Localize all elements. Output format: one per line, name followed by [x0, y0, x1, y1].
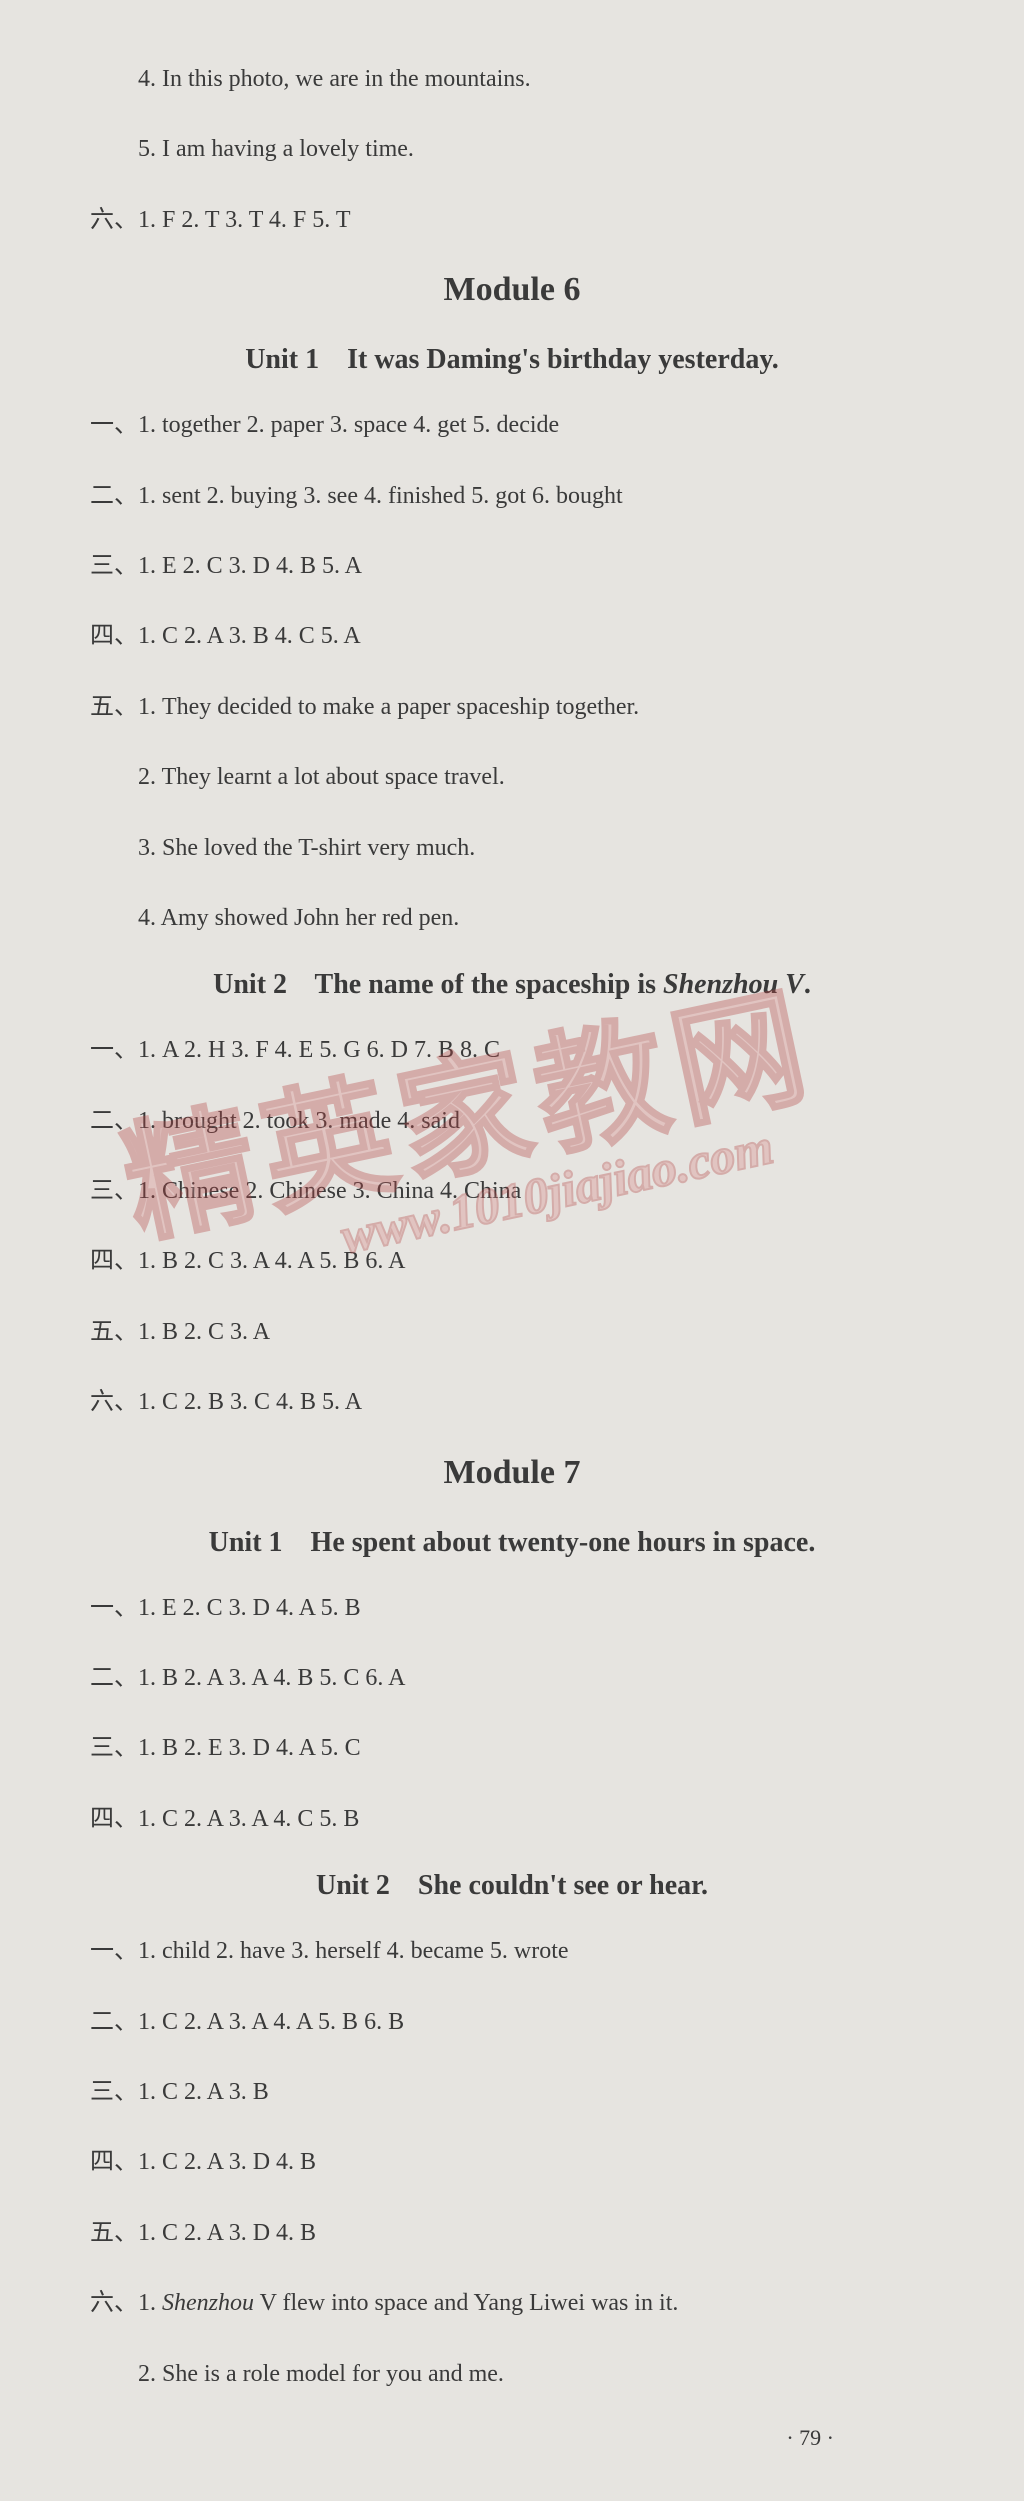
answer-line: 三、1. C 2. A 3. B	[90, 2073, 934, 2111]
answer-line: 三、1. E 2. C 3. D 4. B 5. A	[90, 547, 934, 585]
answer-line: 5. I am having a lovely time.	[90, 130, 934, 168]
answer-line: 3. She loved the T-shirt very much.	[90, 829, 934, 867]
answer-line: 一、1. E 2. C 3. D 4. A 5. B	[90, 1589, 934, 1627]
unit-prefix: Unit 2	[213, 969, 287, 1000]
answer-line: 4. In this photo, we are in the mountain…	[90, 60, 934, 98]
answer-line: 六、1. F 2. T 3. T 4. F 5. T	[90, 201, 934, 239]
module-6-title: Module 6	[90, 271, 934, 309]
answer-line: 二、1. C 2. A 3. A 4. A 5. B 6. B	[90, 2003, 934, 2041]
answer-line: 五、1. C 2. A 3. D 4. B	[90, 2214, 934, 2252]
answer-italic: Shenzhou	[162, 2290, 254, 2316]
answer-line: 四、1. B 2. C 3. A 4. A 5. B 6. A	[90, 1242, 934, 1280]
answer-line: 二、1. B 2. A 3. A 4. B 5. C 6. A	[90, 1659, 934, 1697]
unit-text: She couldn't see or hear.	[418, 1870, 708, 1901]
answer-line: 二、1. sent 2. buying 3. see 4. finished 5…	[90, 477, 934, 515]
answer-line: 2. They learnt a lot about space travel.	[90, 758, 934, 796]
answer-line: 四、1. C 2. A 3. B 4. C 5. A	[90, 617, 934, 655]
answer-seg: 六、1.	[90, 2290, 162, 2316]
answer-line: 二、1. brought 2. took 3. made 4. said	[90, 1102, 934, 1140]
unit-text-a: The name of the spaceship is	[315, 969, 663, 1000]
answer-line: 三、1. B 2. E 3. D 4. A 5. C	[90, 1729, 934, 1767]
answer-seg: V flew into space and Yang Liwei was in …	[254, 2290, 678, 2316]
answer-line: 六、1. C 2. B 3. C 4. B 5. A	[90, 1383, 934, 1421]
answer-line: 五、1. They decided to make a paper spaces…	[90, 688, 934, 726]
unit-text: He spent about twenty-one hours in space…	[311, 1527, 816, 1558]
module-7-unit-2-title: Unit 2 She couldn't see or hear.	[90, 1870, 934, 1902]
unit-prefix: Unit 1	[209, 1527, 283, 1558]
page-number: · 79 ·	[90, 2425, 934, 2451]
unit-text-b: .	[804, 969, 811, 1000]
unit-prefix: Unit 2	[316, 1870, 390, 1901]
module-7-title: Module 7	[90, 1454, 934, 1492]
unit-text-italic: Shenzhou V	[663, 969, 804, 1000]
answer-line: 六、1. Shenzhou V flew into space and Yang…	[90, 2284, 934, 2322]
module-6-unit-2-title: Unit 2 The name of the spaceship is Shen…	[90, 969, 934, 1001]
answer-line: 一、1. A 2. H 3. F 4. E 5. G 6. D 7. B 8. …	[90, 1031, 934, 1069]
answer-line: 四、1. C 2. A 3. D 4. B	[90, 2143, 934, 2181]
answer-line: 2. She is a role model for you and me.	[90, 2355, 934, 2393]
answer-line: 一、1. together 2. paper 3. space 4. get 5…	[90, 406, 934, 444]
module-7-unit-1-title: Unit 1 He spent about twenty-one hours i…	[90, 1527, 934, 1559]
module-6-unit-1-title: Unit 1 It was Daming's birthday yesterda…	[90, 344, 934, 376]
answer-line: 一、1. child 2. have 3. herself 4. became …	[90, 1932, 934, 1970]
unit-text: It was Daming's birthday yesterday.	[347, 344, 779, 375]
answer-line: 三、1. Chinese 2. Chinese 3. China 4. Chin…	[90, 1172, 934, 1210]
answer-line: 4. Amy showed John her red pen.	[90, 899, 934, 937]
answer-line: 四、1. C 2. A 3. A 4. C 5. B	[90, 1800, 934, 1838]
unit-prefix: Unit 1	[245, 344, 319, 375]
answer-line: 五、1. B 2. C 3. A	[90, 1313, 934, 1351]
